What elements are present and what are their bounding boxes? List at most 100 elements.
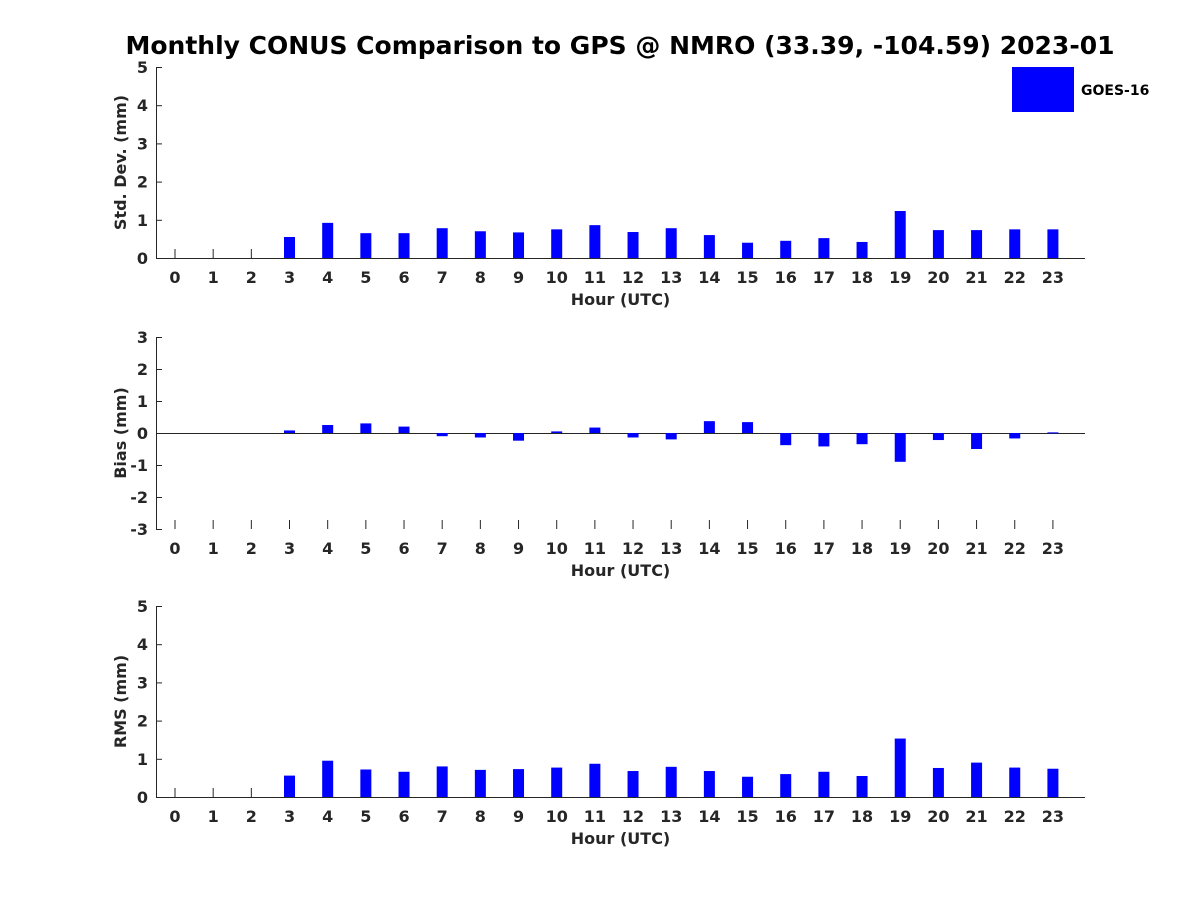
std-dev-bar-hour-15: [742, 242, 754, 258]
std-dev-bar-hour-18: [856, 241, 868, 258]
rms-x-tick-label: 21: [965, 807, 987, 826]
rms-bar-hour-12: [627, 771, 639, 797]
rms-bar-hour-6: [398, 771, 410, 797]
bias-y-tick-label: 1: [137, 392, 148, 411]
bias-bar-hour-5: [360, 423, 372, 433]
std-dev-bar-hour-12: [627, 232, 639, 258]
std-dev-x-tick-label: 16: [775, 268, 797, 287]
bias-y-tick-label: 0: [137, 424, 148, 443]
bias-x-tick-label: 12: [622, 539, 644, 558]
rms-x-axis-label: Hour (UTC): [571, 829, 671, 848]
std-dev-bar-hour-9: [513, 232, 525, 258]
std-dev-bar-hour-5: [360, 233, 372, 258]
std-dev-y-tick-label: 0: [137, 249, 148, 268]
std-dev-y-tick-label: 1: [137, 211, 148, 230]
std-dev-x-tick-label: 20: [927, 268, 949, 287]
rms-x-tick-label: 7: [437, 807, 448, 826]
rms-x-tick-label: 8: [475, 807, 486, 826]
std-dev-x-tick-label: 7: [437, 268, 448, 287]
legend-swatch: [1012, 67, 1074, 112]
rms-x-tick-label: 22: [1004, 807, 1026, 826]
bias-bar-hour-15: [742, 422, 754, 433]
bias-y-tick-label: -3: [130, 520, 148, 539]
bias-bar-hour-10: [551, 431, 563, 433]
legend: GOES-16: [1012, 67, 1149, 112]
rms-y-tick-label: 4: [137, 635, 148, 654]
rms-bar-hour-22: [1009, 767, 1021, 797]
rms-x-tick-label: 18: [851, 807, 873, 826]
bias-bar-hour-20: [932, 433, 944, 441]
std-dev-x-tick-label: 23: [1042, 268, 1064, 287]
bias-x-tick-label: 13: [660, 539, 682, 558]
bias-bar-hour-3: [284, 430, 296, 433]
std-dev-y-tick-label: 4: [137, 96, 148, 115]
std-dev-x-tick-label: 14: [698, 268, 720, 287]
std-dev-bar-hour-8: [474, 231, 486, 258]
std-dev-x-tick-label: 15: [736, 268, 758, 287]
rms-bar-hour-3: [284, 775, 296, 797]
rms-bar-hour-16: [780, 774, 792, 797]
legend-label: GOES-16: [1081, 83, 1149, 99]
rms-bar-hour-7: [436, 766, 448, 797]
bias-bar-hour-21: [971, 433, 983, 449]
bias-bar-hour-19: [894, 433, 906, 462]
std-dev-x-tick-label: 10: [546, 268, 568, 287]
rms-bar-hour-11: [589, 763, 601, 797]
rms-bar-hour-8: [474, 769, 486, 797]
bias-bar-hour-12: [627, 433, 639, 438]
std-dev-x-tick-label: 4: [322, 268, 333, 287]
rms-x-tick-label: 5: [360, 807, 371, 826]
rms-bar-hour-14: [703, 771, 715, 797]
bias-bar-hour-8: [474, 433, 486, 438]
bias-bar-hour-13: [665, 433, 677, 440]
bias-bar-hour-14: [703, 421, 715, 433]
rms-bar-hour-13: [665, 766, 677, 797]
bias-x-tick-label: 23: [1042, 539, 1064, 558]
rms-bar-hour-10: [551, 767, 563, 797]
rms-y-axis-label: RMS (mm): [111, 655, 130, 748]
std-dev-y-tick-label: 2: [137, 173, 148, 192]
std-dev-x-tick-label: 18: [851, 268, 873, 287]
rms-x-tick-label: 4: [322, 807, 333, 826]
std-dev-x-tick-label: 8: [475, 268, 486, 287]
rms-x-tick-label: 13: [660, 807, 682, 826]
rms-y-tick-label: 3: [137, 673, 148, 692]
bias-x-tick-label: 7: [437, 539, 448, 558]
std-dev-bar-hour-7: [436, 228, 448, 258]
rms-x-tick-label: 0: [169, 807, 180, 826]
std-dev-y-tick-label: 5: [137, 58, 148, 77]
bias-bar-hour-18: [856, 433, 868, 445]
rms-bar-hour-23: [1047, 768, 1059, 797]
std-dev-bar-hour-22: [1009, 229, 1021, 258]
std-dev-x-tick-label: 0: [169, 268, 180, 287]
bias-x-tick-label: 2: [246, 539, 257, 558]
std-dev-x-tick-label: 13: [660, 268, 682, 287]
bias-x-tick-label: 16: [775, 539, 797, 558]
rms-x-tick-label: 3: [284, 807, 295, 826]
bias-x-tick-label: 1: [208, 539, 219, 558]
rms-bar-hour-21: [971, 762, 983, 797]
std-dev-x-tick-label: 2: [246, 268, 257, 287]
bias-x-tick-label: 0: [169, 539, 180, 558]
rms-bar-hour-19: [894, 738, 906, 797]
bias-y-tick-label: 3: [137, 328, 148, 347]
bias-bar-hour-16: [780, 433, 792, 446]
rms-bar-hour-18: [856, 775, 868, 797]
bias-y-tick-label: -1: [130, 456, 148, 475]
bias-x-tick-label: 20: [927, 539, 949, 558]
bias-x-axis-label: Hour (UTC): [571, 561, 671, 580]
std-dev-x-tick-label: 6: [398, 268, 409, 287]
bias-y-tick-label: 2: [137, 360, 148, 379]
bias-bar-hour-17: [818, 433, 830, 447]
std-dev-x-tick-label: 22: [1004, 268, 1026, 287]
std-dev-bar-hour-19: [894, 211, 906, 258]
bias-x-tick-label: 3: [284, 539, 295, 558]
bias-x-tick-label: 18: [851, 539, 873, 558]
rms-x-tick-label: 10: [546, 807, 568, 826]
bias-x-tick-label: 4: [322, 539, 333, 558]
bias-x-tick-label: 11: [584, 539, 606, 558]
bias-y-axis-label: Bias (mm): [111, 387, 130, 479]
bias-x-tick-label: 21: [965, 539, 987, 558]
